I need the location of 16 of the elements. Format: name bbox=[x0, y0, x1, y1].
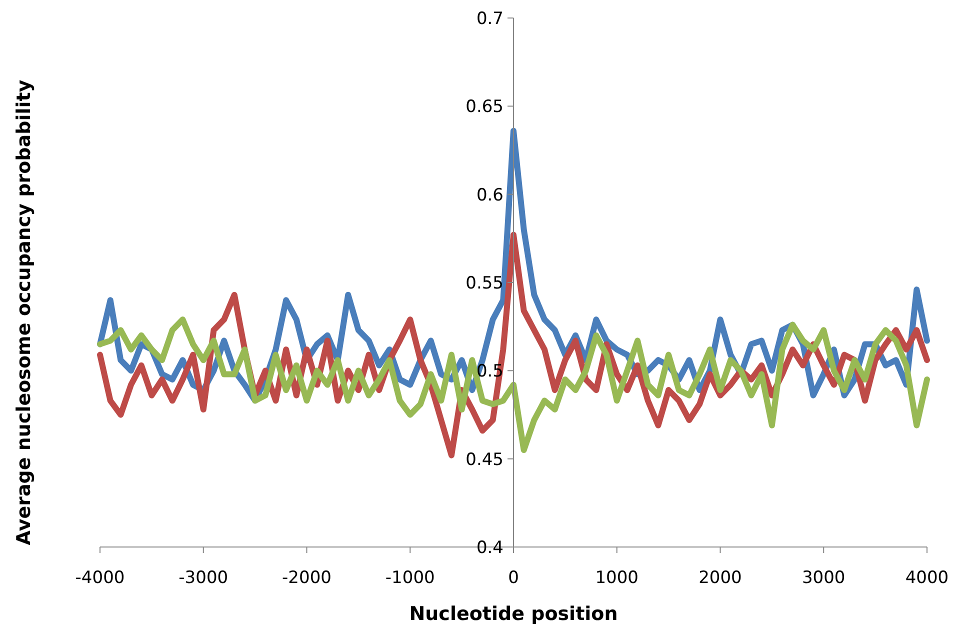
x-tick-label: 1000 bbox=[595, 568, 639, 588]
x-tick-label: -3000 bbox=[178, 568, 228, 588]
x-tick-label: -4000 bbox=[75, 568, 125, 588]
x-tick-label: 4000 bbox=[905, 568, 949, 588]
x-tick-label: 0 bbox=[508, 568, 519, 588]
y-axis-title: Average nucleosome occupancy probability bbox=[13, 79, 35, 546]
y-tick-label: 0.7 bbox=[476, 8, 504, 29]
x-tick-label: 2000 bbox=[698, 568, 742, 588]
y-tick-label: 0.65 bbox=[466, 97, 504, 118]
x-axis-title: Nucleotide position bbox=[409, 603, 618, 625]
x-tick-label: -2000 bbox=[282, 568, 332, 588]
y-tick-label: 0.45 bbox=[466, 450, 504, 470]
x-tick-label: 3000 bbox=[802, 568, 846, 588]
y-tick-label: 0.4 bbox=[476, 538, 504, 558]
y-tick-label: 0.6 bbox=[476, 185, 504, 206]
x-tick-label: -1000 bbox=[385, 568, 435, 588]
